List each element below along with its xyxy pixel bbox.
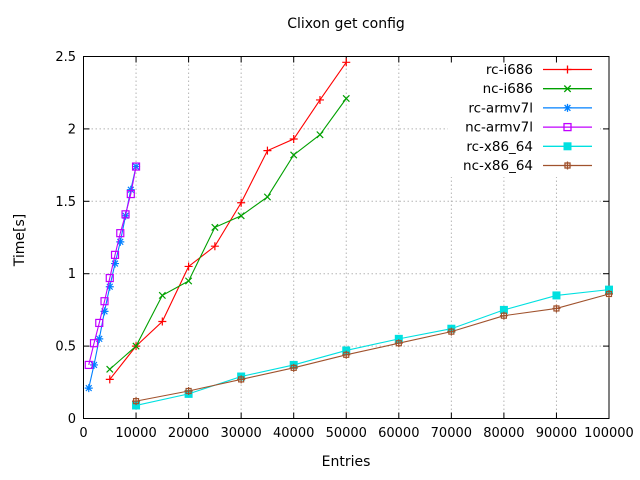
data-point-marker — [84, 384, 93, 393]
data-point-marker — [106, 365, 114, 373]
y-tick-label: 1.5 — [55, 195, 76, 210]
data-point-marker — [563, 65, 572, 74]
data-point-marker — [263, 193, 272, 201]
x-tick-label: 70000 — [431, 426, 472, 441]
data-point-marker — [289, 363, 298, 372]
x-tick-label: 100000 — [584, 426, 634, 441]
y-tick-label: 0 — [68, 412, 76, 427]
data-point-marker — [90, 360, 99, 369]
data-point-marker — [126, 185, 135, 194]
y-tick-label: 2 — [68, 122, 76, 137]
data-point-marker — [95, 334, 104, 343]
data-point-marker — [116, 229, 125, 238]
data-point-marker — [132, 397, 141, 406]
legend-label: nc-armv7l — [465, 120, 533, 136]
data-point-marker — [110, 250, 120, 259]
data-point-marker — [237, 212, 245, 220]
x-tick-label: 80000 — [483, 426, 524, 441]
data-point-marker — [499, 311, 508, 320]
data-point-marker — [289, 135, 298, 144]
series-line-nc-i686 — [109, 98, 347, 370]
data-point-marker — [126, 189, 135, 199]
data-point-marker — [84, 360, 93, 370]
x-tick-label: 90000 — [536, 426, 577, 441]
data-point-marker — [105, 375, 114, 384]
y-tick-label: 0.5 — [55, 340, 76, 355]
chart-title: Clixon get config — [287, 16, 405, 32]
series-line-rc-x86_64 — [135, 289, 610, 407]
data-point-marker — [605, 289, 613, 298]
data-point-marker — [563, 142, 572, 151]
x-tick-label: 20000 — [168, 426, 209, 441]
data-point-marker — [184, 386, 193, 395]
data-point-marker — [211, 223, 219, 231]
data-point-marker — [237, 198, 246, 207]
data-point-marker — [116, 237, 125, 246]
legend-label: rc-i686 — [486, 62, 533, 78]
data-point-marker — [342, 58, 351, 67]
data-point-marker — [342, 350, 351, 359]
data-point-marker — [184, 277, 193, 285]
data-point-marker — [158, 317, 167, 326]
x-tick-label: 40000 — [273, 426, 314, 441]
legend-label: rc-x86_64 — [466, 139, 533, 155]
data-point-marker — [263, 146, 272, 155]
data-point-marker — [132, 342, 140, 350]
data-point-marker — [563, 161, 572, 170]
data-point-marker — [121, 210, 130, 219]
data-point-marker — [100, 297, 109, 306]
y-tick-label: 1 — [68, 267, 76, 282]
legend-background — [448, 59, 600, 177]
data-point-marker — [552, 304, 561, 313]
legend-label: nc-i686 — [483, 81, 533, 97]
data-point-marker — [563, 122, 572, 132]
data-point-marker — [210, 242, 219, 251]
data-point-marker — [184, 262, 193, 271]
data-point-marker — [447, 327, 456, 336]
y-tick-label: 2.5 — [55, 50, 76, 65]
data-point-marker — [563, 85, 572, 93]
x-tick-label: 30000 — [220, 426, 261, 441]
data-point-marker — [290, 151, 298, 159]
series-line-rc-i686 — [109, 61, 347, 380]
data-point-marker — [394, 339, 403, 348]
legend-label: nc-x86_64 — [463, 158, 533, 174]
x-tick-label: 50000 — [326, 426, 367, 441]
series-line-nc-armv7l — [88, 166, 137, 366]
data-point-marker — [100, 307, 109, 316]
data-point-marker — [315, 95, 324, 104]
data-point-marker — [316, 131, 324, 139]
x-tick-label: 60000 — [378, 426, 419, 441]
x-tick-label: 0 — [79, 426, 87, 441]
data-point-marker — [342, 94, 350, 103]
data-point-marker — [552, 291, 561, 300]
data-point-marker — [158, 291, 166, 300]
data-point-marker — [89, 339, 99, 348]
x-tick-label: 10000 — [115, 426, 156, 441]
data-point-marker — [105, 273, 114, 283]
x-axis-label: Entries — [321, 454, 371, 470]
data-point-marker — [105, 282, 114, 291]
data-point-marker — [563, 103, 572, 112]
series-line-nc-x86_64 — [135, 293, 610, 402]
data-point-marker — [111, 259, 120, 268]
legend-label: rc-armv7l — [468, 100, 533, 116]
data-point-marker — [131, 162, 141, 171]
data-point-marker — [95, 318, 104, 328]
data-point-marker — [237, 375, 246, 384]
